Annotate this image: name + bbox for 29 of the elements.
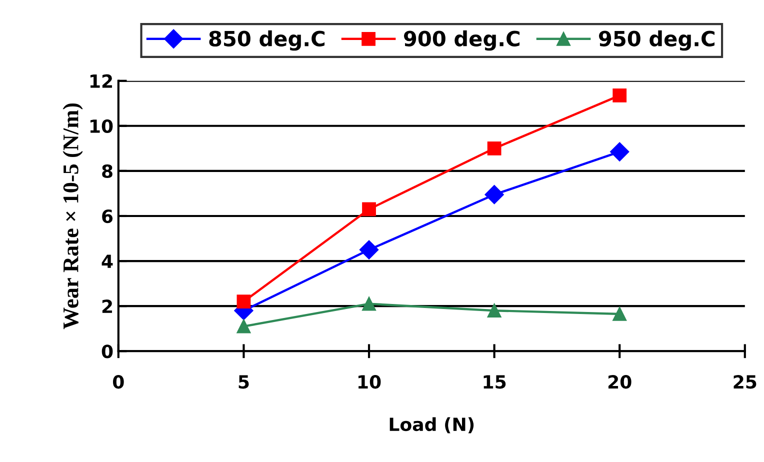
point xyxy=(362,296,376,311)
point xyxy=(612,307,627,321)
x-tick-label: 25 xyxy=(734,375,756,389)
x-tick-label: 5 xyxy=(238,375,249,389)
point xyxy=(487,141,502,156)
x-tick-label: 10 xyxy=(358,375,381,389)
legend-label: 950 deg.C xyxy=(598,30,714,51)
point xyxy=(359,240,379,260)
y-tick-label: 4 xyxy=(102,254,113,268)
y-tick-label: 6 xyxy=(102,209,113,224)
y-tick-label: 0 xyxy=(102,344,113,358)
x-axis-title: Load (N) xyxy=(390,417,474,434)
x-tick-label: 15 xyxy=(484,375,506,389)
y-axis-title: Wear Rate × 10-5 (N/m) xyxy=(62,103,83,330)
point xyxy=(487,304,502,318)
point xyxy=(610,142,630,162)
x-tick-label: 20 xyxy=(608,375,632,389)
point xyxy=(362,202,376,216)
legend-label: 850 deg.C xyxy=(209,30,325,51)
point xyxy=(612,88,627,102)
point xyxy=(236,319,251,334)
legend-label: 900 deg.C xyxy=(404,30,520,51)
y-tick-label: 8 xyxy=(102,164,112,178)
y-tick-label: 12 xyxy=(90,74,112,88)
point xyxy=(484,185,504,204)
point xyxy=(236,294,251,309)
y-tick-label: 10 xyxy=(90,119,113,134)
y-tick-label: 2 xyxy=(102,300,112,313)
x-tick-label: 0 xyxy=(113,375,124,389)
